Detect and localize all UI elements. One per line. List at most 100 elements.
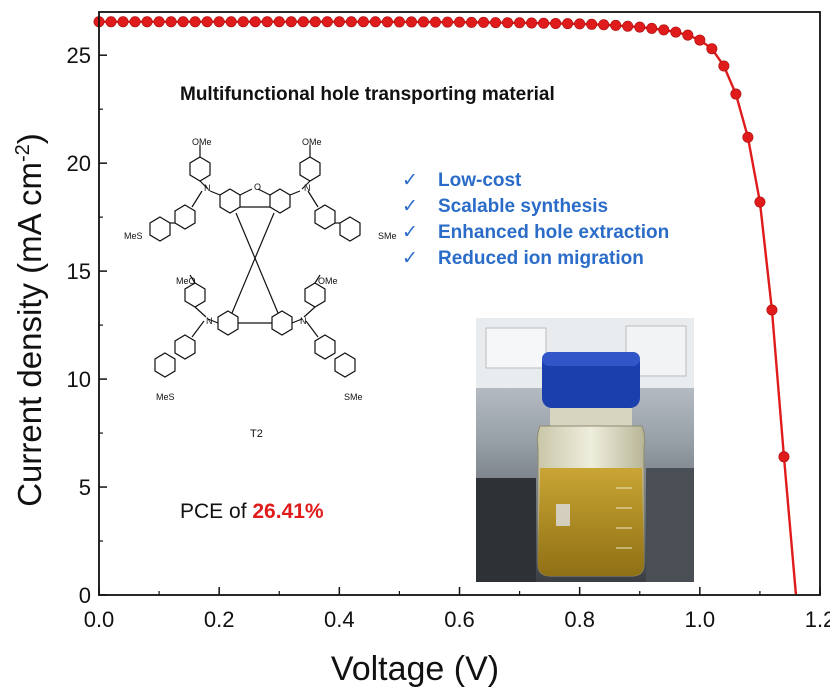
y-axis-label-main: Current density (mA cm xyxy=(11,162,48,507)
data-point xyxy=(514,17,526,29)
data-point xyxy=(562,18,574,30)
data-point xyxy=(574,18,586,30)
data-point xyxy=(357,16,369,28)
data-point xyxy=(417,16,429,28)
x-tick-label: 0.2 xyxy=(204,607,235,632)
data-point xyxy=(490,17,502,29)
feature-item: ✓ Enhanced hole extraction xyxy=(402,220,669,246)
data-point xyxy=(586,18,598,30)
y-tick-label: 15 xyxy=(67,259,91,284)
substituent-sme-1: SMe xyxy=(378,231,397,241)
x-tick-label: 1.0 xyxy=(685,607,716,632)
data-point xyxy=(754,196,766,208)
data-point xyxy=(742,131,754,143)
substituent-sme-2: SMe xyxy=(344,392,363,402)
feature-label: Scalable synthesis xyxy=(438,196,609,217)
data-point xyxy=(333,16,345,28)
data-point xyxy=(502,17,514,29)
feature-item: ✓ Low-cost xyxy=(402,168,669,194)
data-point xyxy=(189,16,201,28)
check-icon: ✓ xyxy=(402,196,418,217)
y-tick-label: 0 xyxy=(79,583,91,608)
data-point xyxy=(237,16,249,28)
data-point xyxy=(778,451,790,463)
y-tick-label: 25 xyxy=(67,43,91,68)
data-point xyxy=(646,22,658,34)
data-point xyxy=(381,16,393,28)
data-point xyxy=(309,16,321,28)
substituent-n-2: N xyxy=(304,183,311,193)
feature-label: Enhanced hole extraction xyxy=(438,222,670,243)
substituent-n-3: N xyxy=(206,316,213,326)
data-point xyxy=(177,16,189,28)
substituent-n-1: N xyxy=(204,183,211,193)
data-point xyxy=(153,16,165,28)
data-point xyxy=(105,16,117,28)
data-point xyxy=(297,16,309,28)
substituent-ome-3: OMe xyxy=(318,276,338,286)
data-point xyxy=(550,17,562,29)
molecule-structure xyxy=(149,145,361,378)
check-icon: ✓ xyxy=(402,170,418,191)
data-point xyxy=(658,24,670,36)
x-tick-label: 1.2 xyxy=(805,607,830,632)
y-tick-label: 10 xyxy=(67,367,91,392)
check-icon: ✓ xyxy=(402,248,418,269)
axes-layer: 0.0 0.2 0.4 0.6 0.8 1.0 1.2 0 5 10 15 20 25 xyxy=(67,11,830,632)
data-point xyxy=(706,43,718,55)
data-point xyxy=(466,16,478,28)
data-point xyxy=(201,16,213,28)
substituent-meo: MeO xyxy=(176,276,196,286)
data-point xyxy=(694,34,706,46)
x-tick-label: 0.4 xyxy=(324,607,355,632)
molecule-label: T2 xyxy=(250,428,263,440)
x-tick-label: 0.0 xyxy=(84,607,115,632)
data-point xyxy=(622,20,634,32)
data-point xyxy=(718,60,730,72)
data-point xyxy=(117,16,129,28)
data-point xyxy=(730,88,742,100)
data-point xyxy=(670,26,682,38)
data-point xyxy=(393,16,405,28)
check-icon: ✓ xyxy=(402,222,418,243)
data-point xyxy=(682,29,694,41)
data-point xyxy=(213,16,225,28)
data-point xyxy=(225,16,237,28)
jv-curve-layer xyxy=(93,16,798,596)
data-point xyxy=(634,21,646,33)
data-point xyxy=(345,16,357,28)
inset-title: Multifunctional hole transporting materi… xyxy=(180,84,555,105)
y-axis-label: Current density (mA cm-2) xyxy=(11,133,49,507)
substituent-o: O xyxy=(254,182,262,192)
feature-item: ✓ Scalable synthesis xyxy=(402,194,669,220)
data-point xyxy=(285,16,297,28)
y-axis-label-close: ) xyxy=(11,133,48,145)
substituent-mes-2: MeS xyxy=(156,392,175,402)
y-tick-label: 5 xyxy=(79,475,91,500)
substituent-ome-1: OMe xyxy=(192,137,212,147)
data-point xyxy=(249,16,261,28)
data-point xyxy=(453,16,465,28)
data-point xyxy=(478,16,490,28)
data-point xyxy=(598,19,610,31)
pce-annotation: PCE of 26.41% xyxy=(180,500,324,524)
substituent-mes-1: MeS xyxy=(124,231,143,241)
data-point xyxy=(273,16,285,28)
x-tick-label: 0.6 xyxy=(444,607,475,632)
data-point xyxy=(321,16,333,28)
data-point xyxy=(766,304,778,316)
data-point xyxy=(165,16,177,28)
pce-prefix: PCE of xyxy=(180,500,253,523)
data-point xyxy=(429,16,441,28)
y-axis-label-wrap: Current density (mA cm-2) xyxy=(8,40,52,600)
x-axis-label: Voltage (V) xyxy=(330,650,500,688)
data-point xyxy=(538,17,550,29)
y-axis-label-superscript: -2 xyxy=(12,144,34,163)
data-point xyxy=(129,16,141,28)
substituent-n-4: N xyxy=(300,316,307,326)
data-point xyxy=(261,16,273,28)
feature-label: Low-cost xyxy=(438,170,522,191)
data-point xyxy=(610,19,622,31)
substituent-ome-2: OMe xyxy=(302,137,322,147)
